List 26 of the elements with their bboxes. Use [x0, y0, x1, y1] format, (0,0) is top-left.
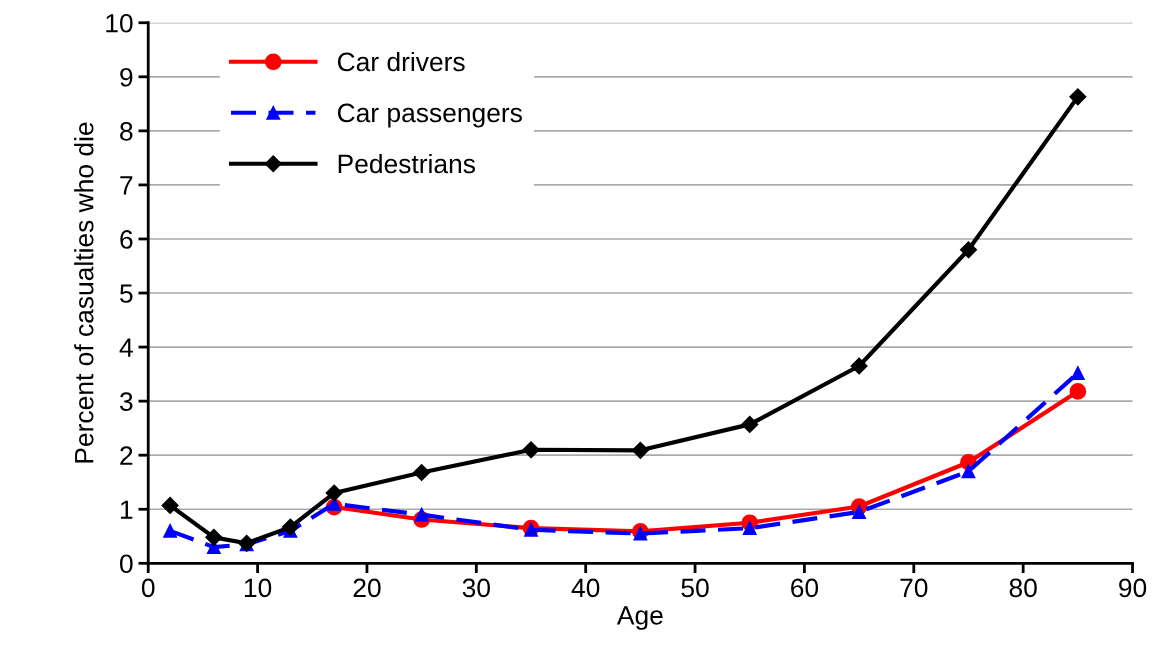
y-tick-label: 0 — [120, 554, 133, 574]
legend-label: Car passengers — [337, 103, 522, 128]
x-tick-label: 0 — [141, 578, 155, 598]
y-tick-label: 3 — [119, 392, 133, 411]
y-tick-label: 6 — [120, 230, 133, 249]
y-tick-label: 8 — [120, 121, 133, 141]
legend-label: Pedestrians — [338, 153, 475, 174]
y-tick-label: 2 — [120, 446, 133, 465]
x-tick-label: 20 — [353, 578, 381, 598]
y-tick-label: 10 — [106, 13, 133, 33]
legend-label: Car drivers — [337, 51, 465, 72]
x-tick-label: 40 — [571, 578, 600, 598]
x-tick-label: 30 — [462, 578, 490, 598]
y-tick-label: 4 — [119, 338, 133, 357]
x-tick-label: 10 — [244, 578, 272, 598]
y-tick-label: 7 — [120, 176, 133, 195]
x-tick-label: 50 — [681, 578, 709, 598]
x-tick-label: 60 — [791, 578, 819, 598]
x-tick-label: 90 — [1119, 578, 1147, 598]
x-tick-label: 70 — [900, 578, 928, 598]
y-tick-label: 9 — [120, 67, 133, 87]
y-tick-label: 5 — [120, 284, 133, 303]
x-axis-title: Age — [616, 606, 663, 630]
y-axis-title: Percent of casualties who die — [74, 122, 94, 463]
x-tick-label: 80 — [1009, 578, 1037, 598]
y-tick-label: 1 — [120, 500, 133, 519]
